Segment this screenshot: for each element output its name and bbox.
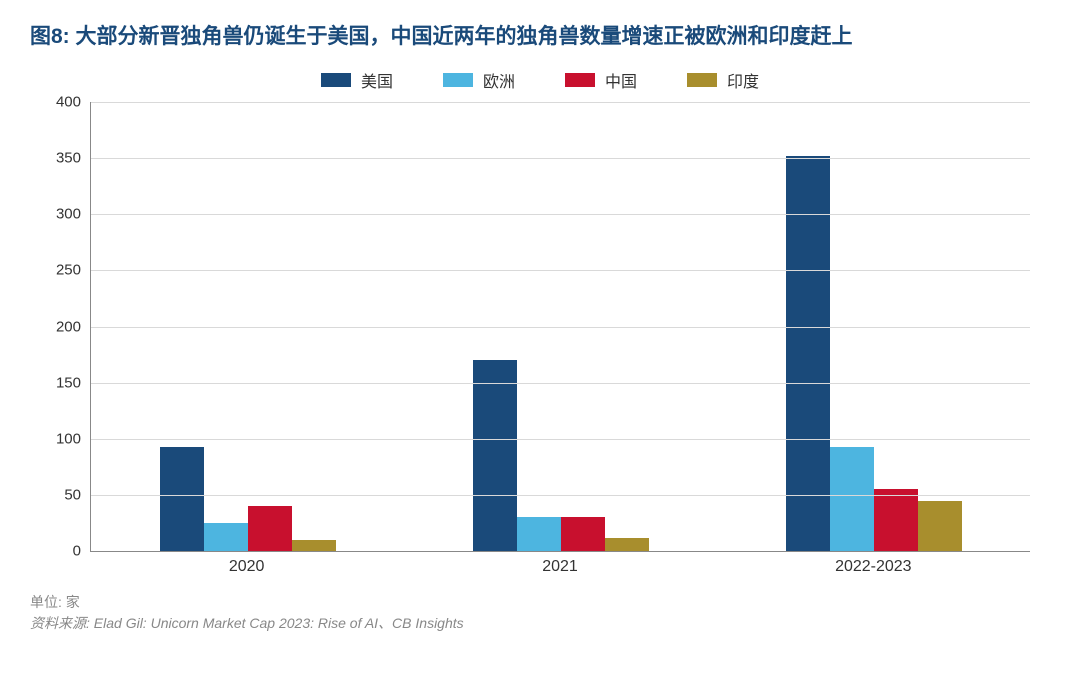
gridline <box>91 439 1030 440</box>
ytick-label: 250 <box>56 262 91 279</box>
ytick-label: 50 <box>64 486 91 503</box>
xtick-label: 2022-2023 <box>717 552 1030 582</box>
ytick-label: 150 <box>56 374 91 391</box>
bar <box>204 523 248 551</box>
ytick-label: 400 <box>56 94 91 111</box>
legend: 美国 欧洲 中国 印度 <box>30 68 1050 92</box>
gridline <box>91 102 1030 103</box>
gridline <box>91 495 1030 496</box>
bar <box>248 506 292 551</box>
bar <box>874 489 918 551</box>
legend-swatch <box>565 73 595 87</box>
gridline <box>91 270 1030 271</box>
ytick-label: 300 <box>56 206 91 223</box>
bar <box>292 540 336 551</box>
legend-item: 美国 <box>321 68 393 92</box>
legend-label: 中国 <box>605 68 637 92</box>
bar <box>830 447 874 551</box>
xtick-label: 2020 <box>90 552 403 582</box>
x-axis-labels: 202020212022-2023 <box>90 552 1030 582</box>
ytick-label: 350 <box>56 150 91 167</box>
legend-swatch <box>321 73 351 87</box>
bar <box>473 360 517 551</box>
ytick-label: 100 <box>56 430 91 447</box>
bar <box>918 501 962 552</box>
legend-item: 印度 <box>687 68 759 92</box>
gridline <box>91 327 1030 328</box>
chart-title: 图8: 大部分新晋独角兽仍诞生于美国，中国近两年的独角兽数量增速正被欧洲和印度赶… <box>30 20 1050 50</box>
chart-footer: 单位: 家 资料来源: Elad Gil: Unicorn Market Cap… <box>30 592 1050 634</box>
bar <box>160 447 204 551</box>
gridline <box>91 158 1030 159</box>
legend-swatch <box>443 73 473 87</box>
ytick-label: 0 <box>73 543 91 560</box>
unit-label: 单位: 家 <box>30 592 1050 613</box>
legend-label: 欧洲 <box>483 68 515 92</box>
plot-area: 050100150200250300350400 <box>90 102 1030 552</box>
source-label: 资料来源: Elad Gil: Unicorn Market Cap 2023:… <box>30 613 1050 634</box>
legend-label: 美国 <box>361 68 393 92</box>
bar <box>517 517 561 551</box>
chart: 050100150200250300350400 202020212022-20… <box>90 102 1030 582</box>
gridline <box>91 214 1030 215</box>
ytick-label: 200 <box>56 318 91 335</box>
bar <box>561 517 605 551</box>
xtick-label: 2021 <box>403 552 716 582</box>
legend-item: 中国 <box>565 68 637 92</box>
gridline <box>91 383 1030 384</box>
bar <box>605 538 649 551</box>
legend-label: 印度 <box>727 68 759 92</box>
legend-swatch <box>687 73 717 87</box>
legend-item: 欧洲 <box>443 68 515 92</box>
